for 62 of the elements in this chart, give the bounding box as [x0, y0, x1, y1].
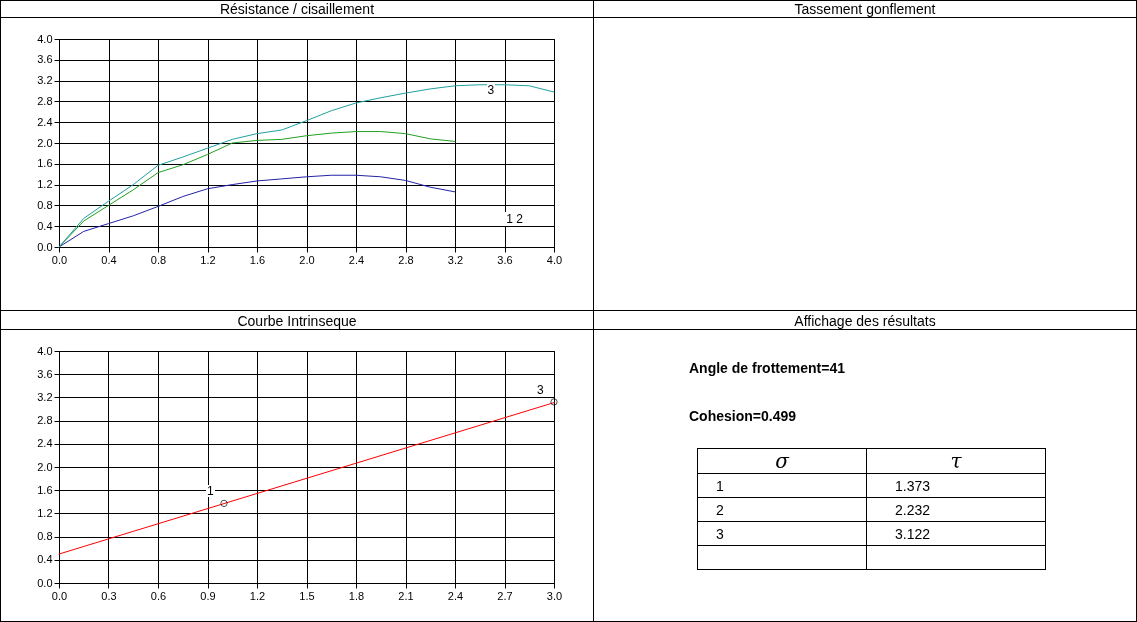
- data-label: 2.232: [866, 497, 1046, 522]
- category-label: 3: [697, 521, 867, 546]
- x-tick-label: 0.6: [150, 589, 167, 602]
- y-tick-label: 3.2: [37, 390, 53, 403]
- x-tick-label: 0.0: [51, 253, 68, 266]
- text: τ: [866, 448, 1046, 474]
- y-tick-label: 1.6: [37, 157, 53, 170]
- y-tick-label: 0.4: [37, 553, 53, 566]
- y-tick-label: 3.6: [37, 367, 53, 380]
- x-tick-label: 0.4: [101, 253, 117, 266]
- x-tick-label: 0.3: [101, 589, 117, 602]
- y-tick-label: 2.0: [37, 136, 53, 149]
- y-tick-label: 2.4: [37, 115, 53, 128]
- y-tick-label: 0.4: [37, 219, 53, 232]
- y-tick-label: 4.0: [37, 32, 53, 45]
- category-label: 2: [697, 497, 867, 522]
- text: σ: [697, 448, 867, 474]
- x-tick-label: 3.6: [497, 253, 513, 266]
- category-label: 1: [697, 473, 867, 498]
- x-tick-label: 0.8: [150, 253, 167, 266]
- x-tick-label: 1.6: [249, 253, 266, 266]
- y-tick-label: 2.8: [37, 414, 53, 427]
- data-label: 1.373: [866, 473, 1046, 498]
- annotation: 1: [206, 484, 215, 499]
- data-label: 3.122: [866, 521, 1046, 546]
- x-tick-label: 2.7: [497, 589, 513, 602]
- y-tick-label: 0.0: [37, 240, 53, 253]
- x-tick-label: 3.0: [546, 589, 563, 602]
- text: Affichage des résultats: [593, 310, 1136, 330]
- chart-title: Résistance / cisaillement: [1, 1, 593, 18]
- chart-title: Courbe Intrinseque: [1, 310, 593, 330]
- x-tick-label: 2.0: [299, 253, 315, 266]
- y-tick-label: 1.2: [37, 506, 53, 519]
- x-tick-label: 1.8: [348, 589, 365, 602]
- text: Tassement gonflement: [593, 1, 1136, 18]
- x-tick-label: 2.4: [348, 253, 365, 266]
- y-tick-label: 0.8: [37, 198, 53, 211]
- x-tick-label: 0.0: [51, 589, 68, 602]
- x-tick-label: 2.4: [447, 589, 464, 602]
- category-label: 1 2: [506, 212, 523, 226]
- x-tick-label: 1.2: [249, 589, 266, 602]
- y-tick-label: 0.0: [37, 576, 53, 589]
- y-tick-label: 3.6: [37, 53, 53, 66]
- annotation: 3: [536, 382, 545, 397]
- y-tick-label: 1.2: [37, 178, 53, 191]
- text: Angle de frottement=41: [689, 360, 846, 376]
- y-tick-label: 2.4: [37, 437, 53, 450]
- y-tick-label: 2.0: [37, 460, 53, 473]
- x-tick-label: 2.8: [398, 253, 414, 266]
- x-tick-label: 4.0: [546, 253, 563, 266]
- text: Cohesion=0.499: [689, 408, 797, 424]
- x-tick-label: 1.2: [200, 253, 216, 266]
- x-tick-label: 2.1: [398, 589, 414, 602]
- y-tick-label: 0.8: [37, 530, 53, 543]
- x-tick-label: 0.9: [200, 589, 216, 602]
- y-tick-label: 2.8: [37, 94, 53, 107]
- annotation: 3: [486, 82, 496, 97]
- y-tick-label: 4.0: [37, 344, 53, 357]
- y-tick-label: 1.6: [37, 483, 53, 496]
- y-tick-label: 3.2: [37, 74, 53, 87]
- x-tick-label: 3.2: [447, 253, 464, 266]
- x-tick-label: 1.5: [299, 589, 315, 602]
